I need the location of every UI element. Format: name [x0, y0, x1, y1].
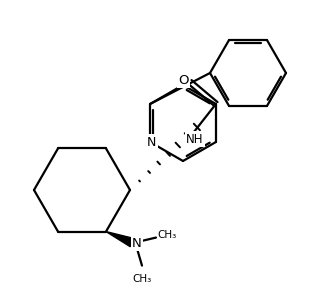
- Text: NH: NH: [186, 132, 204, 145]
- Text: O: O: [179, 74, 189, 87]
- Polygon shape: [106, 232, 134, 247]
- Text: N: N: [132, 237, 142, 250]
- Text: CH₃: CH₃: [132, 274, 152, 284]
- Text: N: N: [147, 136, 156, 148]
- Text: CH₃: CH₃: [157, 229, 176, 240]
